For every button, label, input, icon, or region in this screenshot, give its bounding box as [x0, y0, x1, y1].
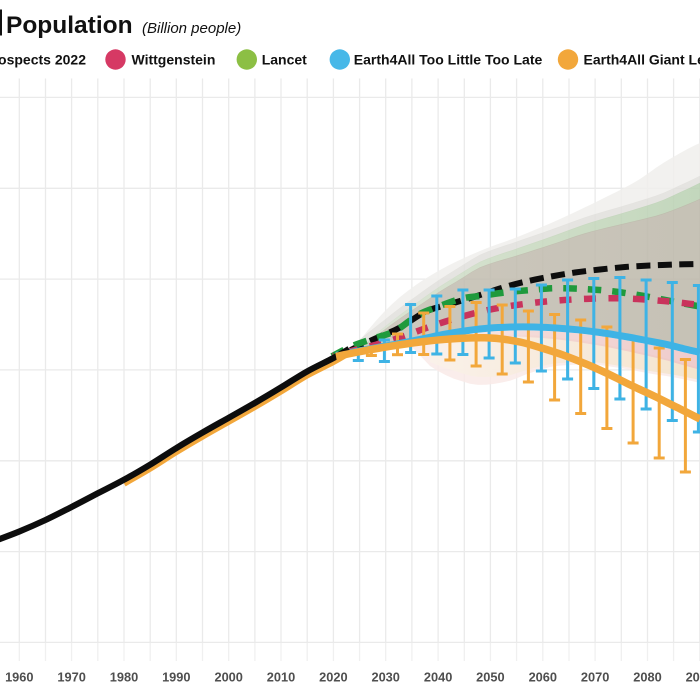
svg-text:2050: 2050	[476, 670, 504, 685]
svg-text:1970: 1970	[57, 670, 85, 685]
svg-text:2020: 2020	[319, 670, 347, 685]
svg-text:2030: 2030	[371, 670, 399, 685]
svg-text:2090: 2090	[686, 670, 700, 685]
svg-text:2070: 2070	[581, 670, 609, 685]
svg-text:2010: 2010	[267, 670, 295, 685]
svg-text:Lancet: Lancet	[262, 52, 307, 68]
svg-text:(Billion people): (Billion people)	[142, 20, 241, 37]
svg-text:Earth4All Too Little Too Late: Earth4All Too Little Too Late	[354, 52, 543, 68]
svg-text:Population: Population	[6, 12, 133, 39]
svg-text:Earth4All Giant Leap: Earth4All Giant Leap	[584, 52, 700, 68]
svg-text:1960: 1960	[5, 670, 33, 685]
svg-text:2000: 2000	[214, 670, 242, 685]
svg-text:Wittgenstein: Wittgenstein	[132, 52, 216, 68]
svg-text:2080: 2080	[633, 670, 661, 685]
svg-text:1980: 1980	[110, 670, 138, 685]
svg-text:2040: 2040	[424, 670, 452, 685]
svg-text:2060: 2060	[529, 670, 557, 685]
svg-text:UN World Population Prospects: UN World Population Prospects 2022	[0, 52, 86, 68]
svg-text:1990: 1990	[162, 670, 190, 685]
